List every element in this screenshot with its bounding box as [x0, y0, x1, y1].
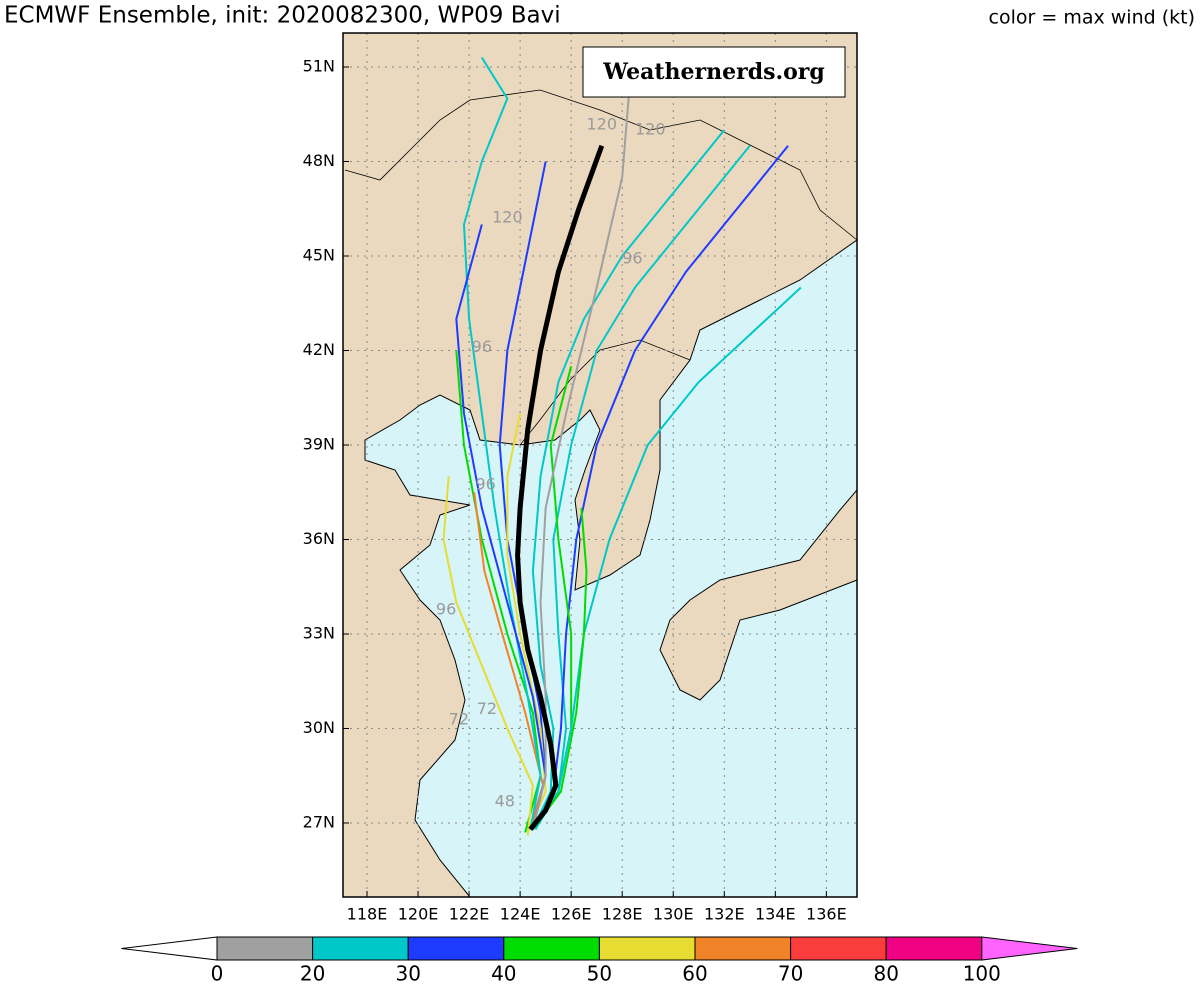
y-tick-label: 30N — [303, 718, 335, 737]
colorbar-arrow — [121, 936, 218, 961]
ensemble-track — [462, 57, 542, 830]
sea — [364, 239, 858, 898]
colorbar-box — [598, 936, 696, 961]
x-tick-label: 118E — [347, 905, 388, 924]
y-tick-label: 39N — [303, 434, 335, 453]
ensemble-track — [534, 145, 789, 830]
colorbar-label: 20 — [300, 962, 325, 986]
ensemble-track — [506, 413, 547, 833]
colorbar-box — [312, 936, 409, 961]
x-tick-label: 136E — [806, 905, 847, 924]
colorbar-arrow — [981, 936, 1078, 961]
colorbar: 0 20 30 40 50 60 70 80 100 — [121, 936, 1078, 986]
x-tick-label: 122E — [449, 905, 490, 924]
watermark-box — [582, 46, 846, 98]
ensemble-track — [455, 224, 547, 830]
colorbar-label: 0 — [211, 962, 224, 986]
y-tick-label: 48N — [303, 151, 335, 170]
hour-label: 96 — [436, 600, 456, 619]
colorbar-label: 100 — [963, 962, 1001, 986]
ensemble-track — [498, 161, 547, 830]
hour-label: 48 — [495, 791, 515, 810]
x-tick-label: 134E — [755, 905, 796, 924]
hour-label: 72 — [477, 699, 497, 718]
colorbar-box — [694, 936, 792, 961]
y-tick-label: 27N — [303, 812, 335, 831]
y-tick-label: 36N — [303, 529, 335, 548]
colorbar-label: 50 — [587, 962, 612, 986]
ensemble-track — [532, 145, 751, 830]
colorbar-label: 70 — [778, 962, 803, 986]
colorbar-label: 40 — [491, 962, 516, 986]
x-tick-label: 128E — [602, 905, 643, 924]
x-tick-label: 130E — [653, 905, 694, 924]
watermark: Weathernerds.org — [602, 59, 825, 85]
ensemble-track — [534, 286, 802, 830]
hour-label: 96 — [472, 337, 492, 356]
hour-label: 96 — [622, 249, 642, 268]
ensemble-track — [532, 507, 588, 830]
ensemble-track — [531, 82, 631, 830]
colorbar-box — [503, 936, 600, 961]
colorbar-box — [885, 936, 983, 961]
mean-track — [515, 144, 605, 831]
title: ECMWF Ensemble, init: 2020082300, WP09 B… — [4, 3, 561, 29]
hour-label: 120 — [492, 208, 523, 227]
colorbar-label: 60 — [682, 962, 707, 986]
x-tick-label: 124E — [500, 905, 541, 924]
x-tick-label: 126E — [551, 905, 592, 924]
colorbar-label: 30 — [395, 962, 420, 986]
y-tick-label: 33N — [303, 623, 335, 642]
hour-label: 120 — [635, 120, 666, 139]
colorbar-box — [216, 936, 314, 961]
land-border — [344, 89, 858, 446]
hour-label: 72 — [449, 709, 469, 728]
y-tick-label: 45N — [303, 246, 335, 265]
tracks — [442, 57, 802, 836]
subtitle: color = max wind (kt) — [989, 7, 1195, 29]
y-tick-label: 42N — [303, 340, 335, 359]
x-tick-label: 132E — [704, 905, 745, 924]
hour-label: 96 — [475, 475, 495, 494]
colorbar-label: 80 — [873, 962, 898, 986]
hour-label: 120 — [587, 114, 618, 133]
map-frame — [342, 32, 858, 898]
ensemble-track — [442, 476, 534, 836]
colorbar-box — [407, 936, 505, 961]
colorbar-box — [790, 936, 887, 961]
y-tick-label: 51N — [303, 57, 335, 76]
x-tick-label: 120E — [398, 905, 439, 924]
